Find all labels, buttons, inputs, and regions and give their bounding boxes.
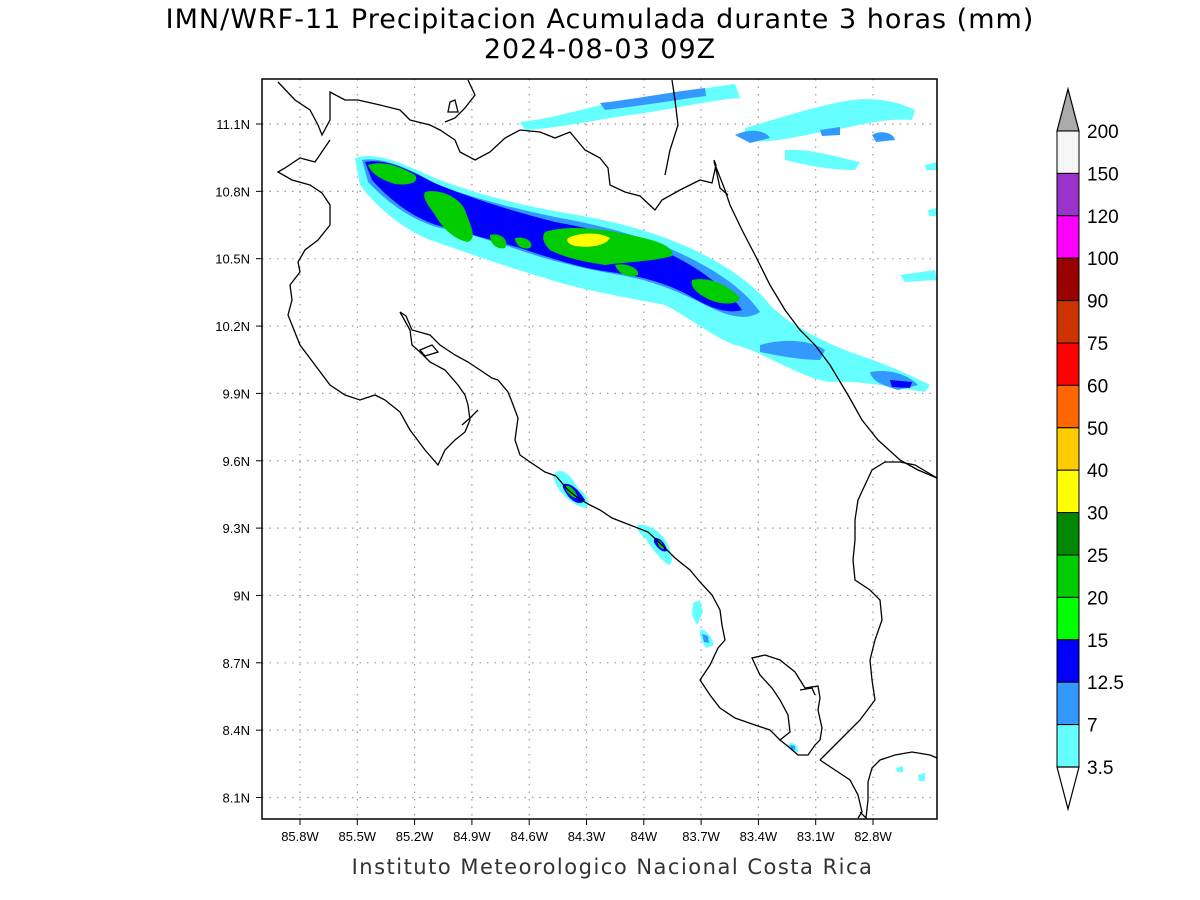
colorbar-label: 7 [1087,716,1098,737]
lon-tick-label: 85.8W [281,829,319,844]
colorbar-label: 12.5 [1087,673,1124,694]
lon-tick-label: 83.7W [682,829,720,844]
lon-tick-label: 83.4W [740,829,778,844]
colorbar-label: 25 [1087,546,1108,567]
map-grid [262,79,937,819]
lon-tick-label: 84.3W [568,829,606,844]
lat-tick-label: 10.2N [215,319,250,334]
lon-tick-label: 85.5W [339,829,377,844]
colorbar-label: 30 [1087,504,1108,525]
colorbar-swatch [1056,172,1080,217]
lat-tick-label: 10.5N [215,252,250,267]
colorbar-swatch [1056,639,1080,683]
lat-tick-label: 10.8N [215,184,250,199]
colorbar-label: 120 [1087,207,1119,228]
footer-credit: Instituto Meteorologico Nacional Costa R… [351,855,874,879]
colorbar-swatch [1056,300,1080,344]
colorbar-label: 3.5 [1087,758,1113,779]
colorbar: 3.5 7 12.5 15 20 25 30 40 50 60 75 90 100 120 150 200 [1056,86,1124,812]
colorbar-bottom-arrow [1056,766,1080,812]
colorbar-label: 40 [1087,461,1108,482]
colorbar-swatch [1056,342,1080,386]
colorbar-label: 60 [1087,376,1108,397]
lon-tick-label: 83.1W [797,829,835,844]
lon-tick-label: 84W [630,829,657,844]
colorbar-label: 75 [1087,334,1108,355]
colorbar-label: 200 [1087,122,1119,143]
colorbar-swatch [1056,384,1080,429]
colorbar-swatch [1056,469,1080,514]
axis-ticks [256,123,874,825]
colorbar-label: 150 [1087,164,1119,185]
lat-tick-label: 8.7N [223,656,250,671]
colorbar-swatch [1056,257,1080,302]
colorbar-top-arrow [1056,86,1080,132]
colorbar-swatch [1056,512,1080,556]
colorbar-label: 15 [1087,631,1108,652]
lon-tick-label: 84.6W [510,829,548,844]
lon-tick-label: 82.8W [854,829,892,844]
lon-tick-label: 85.2W [396,829,434,844]
lat-tick-label: 8.1N [223,791,250,806]
lat-tick-label: 9N [233,588,250,603]
colorbar-label: 50 [1087,419,1108,440]
lat-tick-label: 9.3N [223,521,250,536]
colorbar-swatch [1056,427,1080,471]
lat-tick-label: 9.9N [223,386,250,401]
colorbar-swatch [1056,596,1080,641]
colorbar-swatch [1056,215,1080,259]
latitude-labels: 11.1N 10.8N 10.5N 10.2N 9.9N 9.6N 9.3N 9N 8.7N 8.… [215,117,250,806]
coastlines-and-borders [276,79,938,820]
colorbar-swatch [1056,130,1080,174]
lat-tick-label: 8.4N [223,723,250,738]
lat-tick-label: 11.1N [216,117,250,132]
colorbar-swatch [1056,554,1080,598]
map-valid-time: 2024-08-03 09Z [483,34,717,65]
map-title: IMN/WRF-11 Precipitacion Acumulada duran… [165,4,1035,35]
lat-tick-label: 9.6N [223,454,250,469]
colorbar-label: 20 [1087,588,1108,609]
map-frame [261,78,938,820]
precipitation-fields [355,84,937,781]
colorbar-label: 100 [1087,249,1119,270]
lon-tick-label: 84.9W [453,829,491,844]
longitude-labels: 85.8W 85.5W 85.2W 84.9W 84.6W 84.3W 84W 83.7W 83… [281,829,892,844]
colorbar-swatch [1056,681,1080,726]
colorbar-label: 90 [1087,292,1108,313]
colorbar-swatch [1056,724,1080,768]
